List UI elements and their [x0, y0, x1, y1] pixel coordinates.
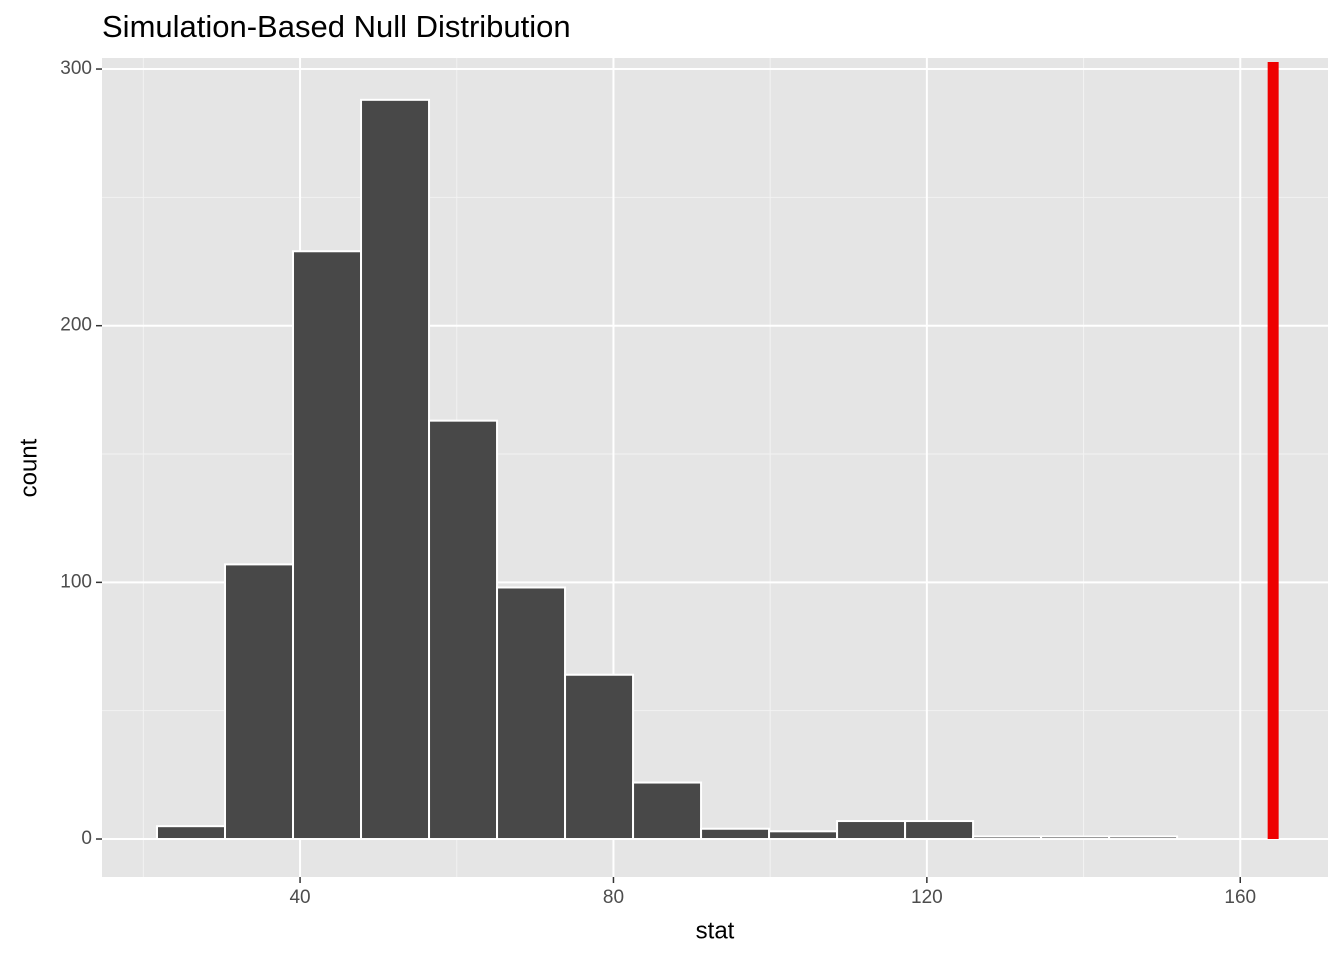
bar	[292, 250, 363, 841]
x-tick-label: 160	[1224, 887, 1256, 908]
bar	[1040, 835, 1111, 841]
bar	[768, 830, 839, 841]
chart-title: Simulation-Based Null Distribution	[102, 9, 571, 44]
bar	[156, 825, 227, 841]
bar	[836, 820, 907, 841]
bar	[632, 781, 703, 841]
y-tick-label: 0	[81, 828, 92, 849]
bar	[904, 820, 975, 841]
bar	[972, 835, 1043, 841]
y-tick-label: 200	[60, 315, 92, 336]
bar	[360, 98, 431, 841]
y-tick-label: 300	[60, 58, 92, 79]
x-tick-label: 120	[911, 887, 943, 908]
x-tick-label: 80	[603, 887, 624, 908]
x-axis-label: stat	[696, 917, 735, 944]
bar	[564, 673, 635, 841]
bar	[700, 827, 771, 841]
bar	[428, 419, 499, 841]
bar	[1108, 835, 1179, 841]
y-tick-label: 100	[60, 571, 92, 592]
bar	[496, 586, 567, 841]
y-axis-label: count	[15, 438, 42, 497]
x-tick-label: 40	[289, 887, 310, 908]
bar	[224, 563, 295, 841]
